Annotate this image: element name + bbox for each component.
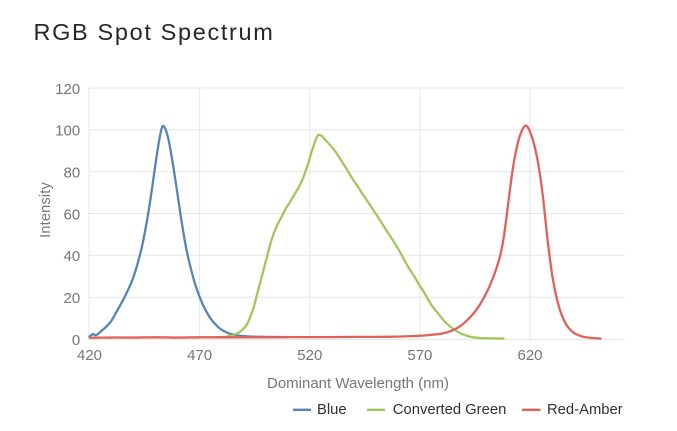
svg-text:0: 0	[72, 332, 80, 349]
svg-text:470: 470	[187, 347, 212, 364]
svg-text:60: 60	[64, 206, 81, 223]
svg-text:620: 620	[517, 347, 542, 364]
svg-text:80: 80	[64, 165, 81, 182]
svg-text:520: 520	[297, 347, 322, 364]
svg-text:100: 100	[55, 123, 80, 140]
svg-text:20: 20	[64, 290, 81, 307]
svg-text:Converted Green: Converted Green	[393, 402, 507, 418]
svg-text:120: 120	[55, 81, 80, 98]
svg-text:Dominant Wavelength (nm): Dominant Wavelength (nm)	[267, 375, 449, 392]
svg-text:RGB Spot Spectrum: RGB Spot Spectrum	[34, 19, 275, 45]
svg-text:570: 570	[407, 347, 432, 364]
svg-text:Blue: Blue	[317, 402, 347, 418]
svg-text:Red-Amber: Red-Amber	[547, 402, 623, 418]
svg-text:420: 420	[77, 347, 102, 364]
svg-text:Intensity: Intensity	[38, 182, 54, 238]
svg-text:40: 40	[64, 248, 81, 265]
